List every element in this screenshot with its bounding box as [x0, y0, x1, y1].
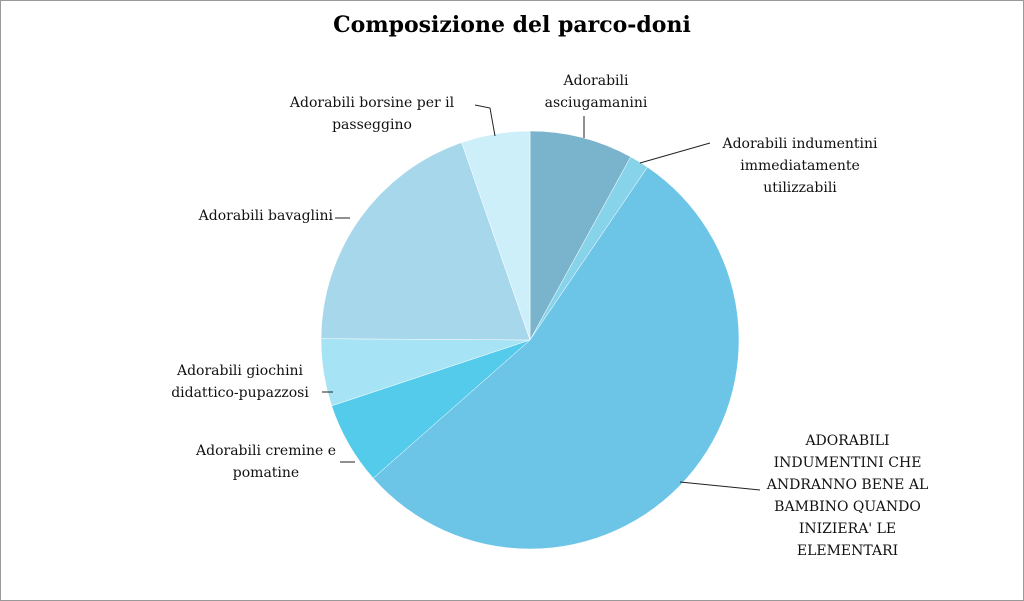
slice-label: ADORABILI INDUMENTINI CHE ANDRANNO BENE …	[766, 433, 929, 559]
slice-label: Adorabili borsine per il passeggino	[289, 95, 455, 133]
slice-label: Adorabili cremine e pomatine	[196, 443, 336, 481]
slice-label: Adorabili bavaglini	[198, 208, 333, 224]
leader-line	[679, 481, 761, 491]
pie-slice	[320, 142, 531, 341]
pie-slice	[529, 130, 632, 341]
leader-line	[639, 142, 711, 164]
slice-label: Adorabili indumentini immediatamente uti…	[722, 136, 878, 196]
slice-label: Adorabili giochini didattico-pupazzosi	[171, 363, 309, 401]
chart-title: Composizione del parco-doni	[333, 12, 691, 38]
pie-slice	[461, 130, 531, 341]
leader-line	[474, 104, 496, 137]
pie-slice	[372, 166, 740, 550]
slice-label: Adorabili asciugamanini	[544, 73, 648, 111]
